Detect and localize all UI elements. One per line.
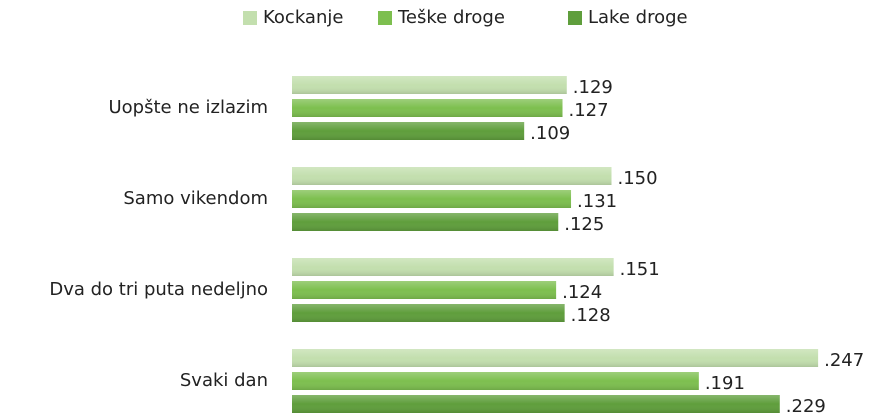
value-label: .125 xyxy=(564,214,604,235)
bar-shade xyxy=(292,304,565,322)
value-label: .151 xyxy=(620,259,660,280)
legend-swatch xyxy=(568,11,582,25)
category-label: Dva do tri puta nedeljno xyxy=(49,279,268,300)
category-label: Svaki dan xyxy=(180,370,268,391)
bar-shade xyxy=(292,349,819,367)
bar-shade xyxy=(292,258,614,276)
bar-shade xyxy=(292,213,559,231)
legend-swatch xyxy=(378,11,392,25)
bar-shade xyxy=(292,190,572,208)
bar-shade xyxy=(292,372,699,390)
value-label: .109 xyxy=(530,123,570,144)
legend-label: Kockanje xyxy=(263,7,343,28)
value-label: .247 xyxy=(824,350,864,371)
bar-shade xyxy=(292,122,525,140)
value-label: .124 xyxy=(562,282,602,303)
value-label: .150 xyxy=(618,168,658,189)
bar-shade xyxy=(292,167,612,185)
value-label: .229 xyxy=(786,396,826,417)
legend-label: Teške droge xyxy=(397,7,505,28)
legend-swatch xyxy=(243,11,257,25)
bar-shade xyxy=(292,76,567,94)
category-label: Uopšte ne izlazim xyxy=(108,97,268,118)
bar-shade xyxy=(292,281,557,299)
value-label: .128 xyxy=(571,305,611,326)
value-label: .131 xyxy=(577,191,617,212)
value-label: .191 xyxy=(705,373,745,394)
value-label: .127 xyxy=(569,100,609,121)
value-label: .129 xyxy=(573,77,613,98)
legend-label: Lake droge xyxy=(588,7,688,28)
category-label: Samo vikendom xyxy=(123,188,268,209)
bar-shade xyxy=(292,395,780,413)
bar-shade xyxy=(292,99,563,117)
